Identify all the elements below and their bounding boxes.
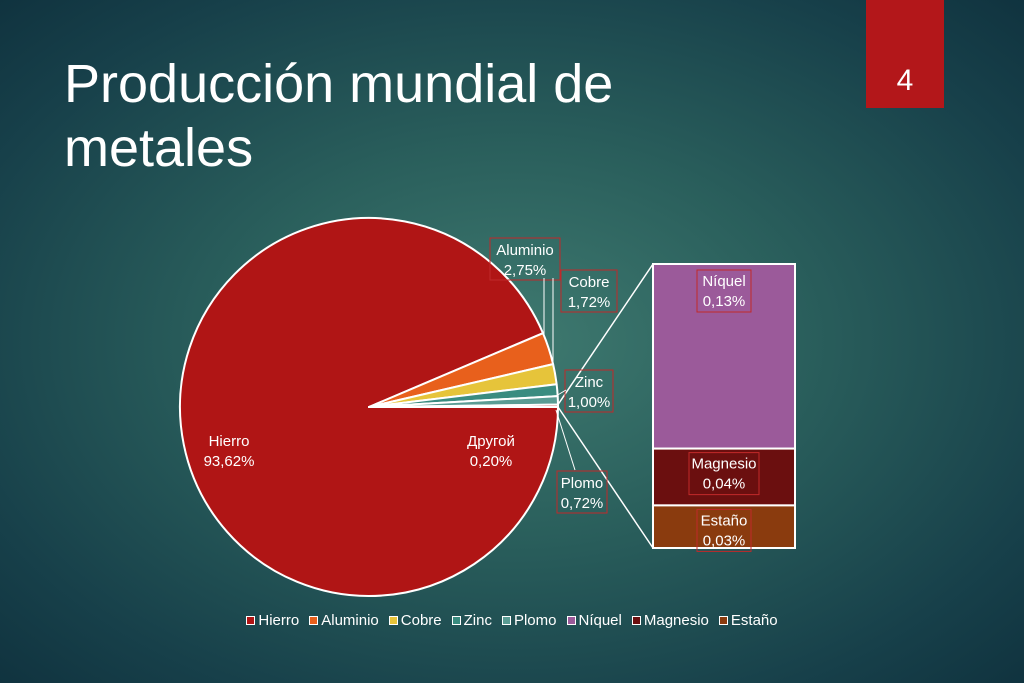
label-name-niquel: Níquel [702, 273, 745, 290]
title-line-2: metales [64, 118, 254, 178]
connector-line-bottom [557, 406, 654, 549]
chart-legend: Hierro Aluminio Cobre Zinc Plomo Níquel Magnes… [0, 612, 1024, 629]
legend-item-cobre: Cobre [388, 612, 442, 629]
legend-item-hierro: Hierro [246, 612, 299, 629]
label-name-aluminio: Aluminio [496, 242, 554, 259]
label-name-hierro: Hierro [209, 433, 250, 450]
legend-label-plomo: Plomo [513, 612, 557, 629]
legend-swatch-magnesio [631, 616, 641, 625]
label-box-magnesio [688, 452, 760, 496]
label-box-cobre [560, 269, 618, 313]
legend-label-niquel: Níquel [578, 612, 622, 629]
legend-item-magnesio: Magnesio [631, 612, 709, 629]
legend-swatch-estano [718, 616, 728, 625]
label-value-niquel: 0,13% [703, 293, 746, 310]
leader-line-plomo [555, 409, 576, 471]
legend-swatch-plomo [501, 616, 511, 625]
label-value-magnesio: 0,04% [703, 476, 746, 493]
legend-label-estano: Estaño [730, 612, 778, 629]
legend-label-zinc: Zinc [463, 612, 492, 629]
label-name-zinc: Zinc [575, 374, 604, 391]
label-box-estano [696, 508, 752, 552]
label-box-plomo [556, 470, 608, 514]
legend-label-cobre: Cobre [400, 612, 442, 629]
pie-slice-другои [368, 403, 560, 408]
legend-label-aluminio: Aluminio [321, 612, 379, 629]
bar-segment-niquel [652, 263, 796, 450]
label-value-plomo: 0,72% [561, 495, 604, 512]
label-box-niquel [696, 269, 752, 313]
legend-swatch-hierro [246, 616, 256, 625]
legend-swatch-zinc [451, 616, 461, 625]
label-value-estano: 0,03% [703, 532, 746, 549]
label-name-другои: Другой [467, 433, 515, 450]
label-name-estano: Estaño [701, 512, 748, 529]
legend-label-magnesio: Magnesio [643, 612, 709, 629]
legend-item-niquel: Níquel [566, 612, 622, 629]
legend-item-zinc: Zinc [451, 612, 492, 629]
legend-swatch-cobre [388, 616, 398, 625]
legend-item-estano: Estaño [718, 612, 778, 629]
leader-line-zinc [555, 389, 567, 397]
legend-label-hierro: Hierro [258, 612, 300, 629]
label-value-cobre: 1,72% [568, 294, 611, 311]
label-value-другои: 0,20% [470, 453, 513, 470]
bar-segment-estano [652, 504, 796, 549]
slide-title: Producción mundial de metales [64, 52, 824, 180]
label-value-aluminio: 2,75% [504, 262, 547, 279]
slide-number-badge: 4 [866, 0, 944, 108]
label-name-plomo: Plomo [561, 475, 604, 492]
label-name-cobre: Cobre [569, 274, 610, 291]
legend-item-aluminio: Aluminio [309, 612, 379, 629]
legend-swatch-aluminio [309, 616, 319, 625]
label-name-magnesio: Magnesio [691, 456, 756, 473]
slide-number: 4 [896, 64, 914, 97]
label-value-zinc: 1,00% [568, 394, 611, 411]
title-line-1: Producción mundial de [64, 54, 614, 114]
connector-line-top [557, 263, 654, 406]
legend-item-plomo: Plomo [501, 612, 557, 629]
label-box-aluminio [489, 237, 561, 281]
legend-swatch-niquel [566, 616, 576, 625]
label-value-hierro: 93,62% [204, 453, 255, 470]
